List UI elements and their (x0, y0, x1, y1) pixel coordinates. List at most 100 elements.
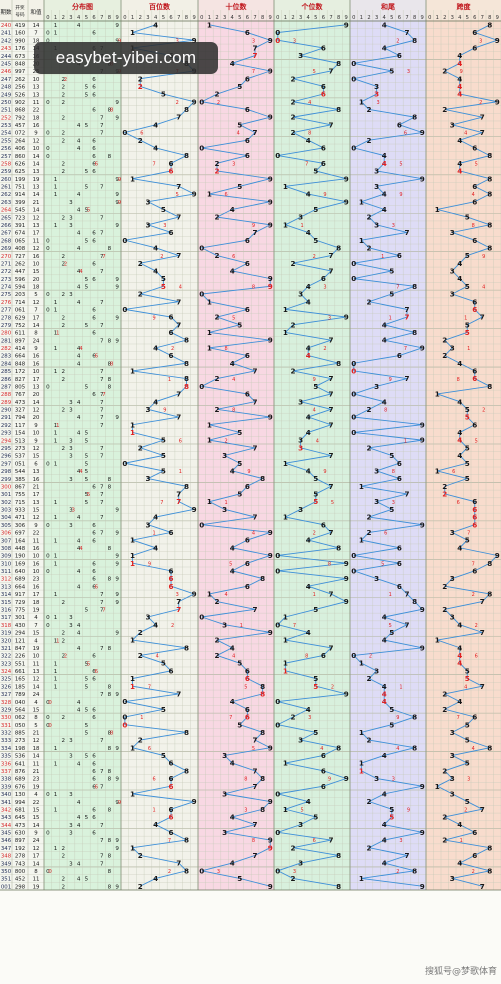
distribution-digit: 2 (61, 292, 65, 298)
trend-point: 5 (237, 120, 242, 129)
digit-header-3: 3 (223, 15, 226, 21)
digit-header-4: 4 (77, 15, 81, 21)
trend-point: 6 (397, 559, 402, 568)
sum-value: 10 (33, 654, 40, 660)
trend-point: 5 (161, 451, 166, 460)
trend-point: 6 (169, 351, 174, 360)
distribution-digit: 6 (92, 569, 96, 575)
trend-point: 4 (382, 751, 387, 760)
trend-point: 6 (321, 766, 326, 775)
trend-point: 1 (283, 636, 288, 645)
trend-point: 4 (306, 282, 311, 291)
trend-point: 3 (374, 220, 379, 229)
trend-point: 5 (389, 267, 394, 276)
distribution-digit: 2 (61, 315, 65, 321)
draw-number: 164 (15, 538, 26, 544)
trend-point: 0 (199, 382, 204, 391)
sum-value: 13 (33, 384, 40, 390)
trend-point: 6 (169, 782, 174, 791)
omission-marker: 8 (308, 131, 311, 137)
distribution-digit: 9 (115, 200, 119, 206)
digit-header-2: 2 (62, 15, 65, 21)
trend-point: 4 (230, 205, 235, 214)
trend-point: 1 (283, 220, 288, 229)
distribution-digit: 4 (77, 823, 81, 829)
trend-point: 1 (207, 328, 212, 337)
omission-marker: 7 (229, 715, 232, 721)
trend-point: 4 (457, 643, 462, 652)
distribution-digit: 7 (100, 131, 104, 137)
trend-point: 8 (487, 190, 492, 199)
trend-point: 8 (260, 682, 265, 691)
trend-point: 4 (382, 836, 387, 845)
trend-point: 2 (214, 90, 219, 99)
omission-marker: 1 (404, 438, 407, 444)
trend-point: 4 (382, 697, 387, 706)
trend-point: 4 (230, 859, 235, 868)
grid-lines (0, 0, 501, 891)
distribution-digit: 6 (92, 315, 96, 321)
omission-marker: 6 (404, 131, 407, 137)
distribution-digit: 4 (77, 269, 81, 275)
trend-point: 4 (457, 397, 462, 406)
sum-value: 10 (33, 146, 40, 152)
draw-number: 385 (15, 477, 25, 483)
draw-number: 473 (15, 400, 25, 406)
omission-marker: 3 (328, 315, 331, 321)
issue-number: 277 (1, 308, 11, 314)
draw-number: 661 (15, 669, 25, 675)
distribution-digit: 5 (85, 877, 89, 883)
omission-marker: 3 (293, 869, 296, 875)
trend-point: 4 (457, 859, 462, 868)
draw-number: 327 (15, 408, 25, 414)
omission-marker: 9 (252, 223, 255, 229)
trend-point: 5 (161, 705, 166, 714)
distribution-digit: 5 (85, 477, 89, 483)
issue-number: 303 (1, 508, 11, 514)
trend-point: 9 (420, 343, 425, 352)
trend-point: 4 (457, 159, 462, 168)
distribution-digit: 8 (110, 361, 114, 367)
trend-point: 1 (207, 190, 212, 199)
distribution-digit: 8 (108, 646, 112, 652)
distribution-digit: 7 (100, 408, 104, 414)
issue-number: 331 (1, 723, 11, 729)
sum-value: 17 (33, 592, 40, 598)
distribution-digit: 0 (46, 715, 50, 721)
watermark-banner: easybet-yibei.com (34, 42, 218, 74)
omission-marker: 3 (479, 38, 482, 44)
trend-point: 0 (275, 620, 280, 629)
digit-header-0: 0 (428, 15, 431, 21)
omission-marker: 1 (301, 223, 304, 229)
distribution-digit: 5 (87, 661, 91, 667)
trend-point: 9 (268, 628, 273, 637)
sum-value: 21 (33, 200, 40, 206)
omission-marker: 9 (153, 315, 156, 321)
trend-point: 9 (420, 436, 425, 445)
issue-number: 279 (1, 323, 12, 329)
distribution-digit: 2 (61, 161, 65, 167)
issue-number: 284 (1, 361, 12, 367)
trend-point: 7 (252, 51, 257, 60)
trend-point: 4 (382, 613, 387, 622)
omission-marker: 4 (464, 131, 467, 137)
trend-point: 4 (153, 620, 158, 629)
trend-point: 8 (184, 374, 189, 383)
distribution-digit: 4 (77, 546, 81, 552)
trend-point: 4 (382, 159, 387, 168)
omission-marker: 5 (331, 500, 334, 506)
trend-point: 1 (207, 343, 212, 352)
trend-point: 4 (382, 320, 387, 329)
sum-value: 17 (33, 231, 40, 237)
trend-point: 4 (306, 297, 311, 306)
trend-point: 2 (290, 128, 295, 137)
omission-marker: 2 (171, 623, 174, 629)
trend-point: 7 (328, 267, 333, 276)
omission-marker: 3 (308, 715, 311, 721)
omission-marker: 2 (472, 592, 475, 598)
trend-point: 6 (245, 674, 250, 683)
distribution-digit: 6 (92, 707, 96, 713)
distribution-digit: 7 (100, 692, 104, 698)
distribution-digit: 7 (100, 500, 104, 506)
sum-value: 22 (33, 800, 40, 806)
